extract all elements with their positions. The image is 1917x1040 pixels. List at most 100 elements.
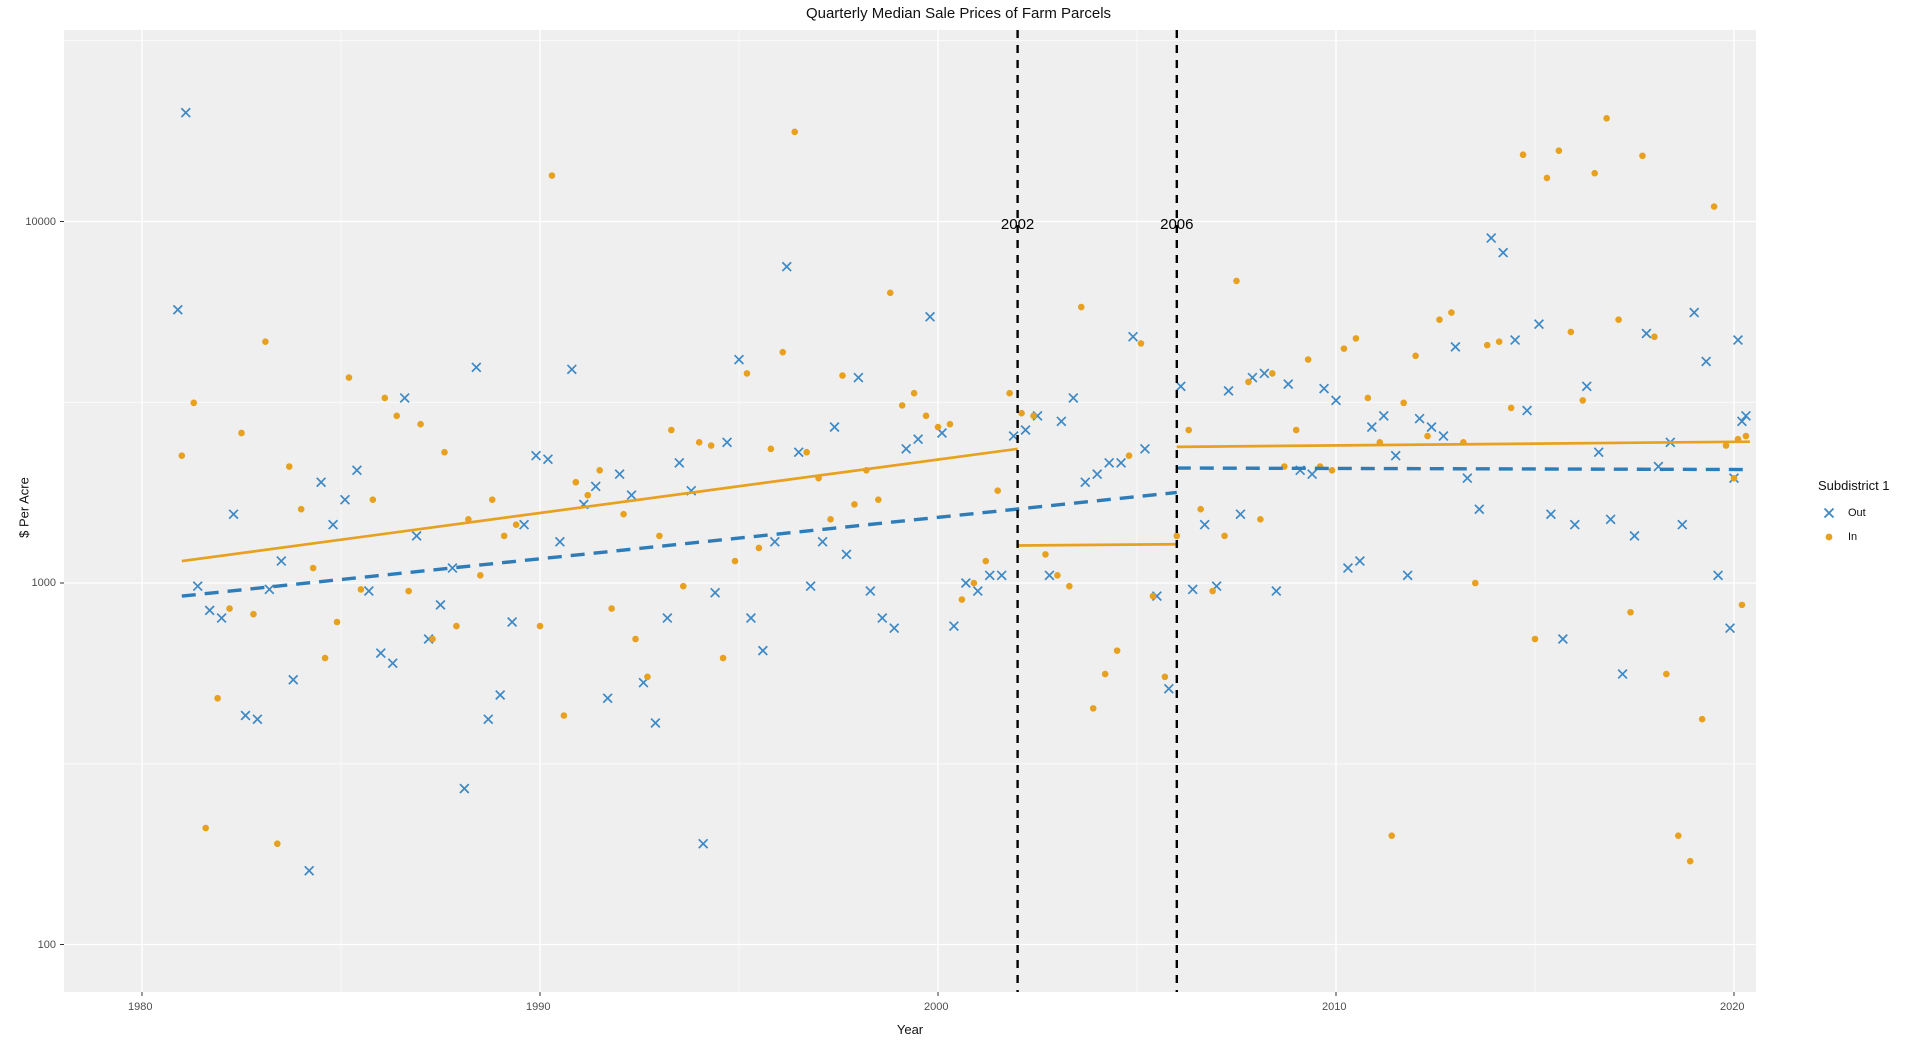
point-in[interactable]: [1495, 338, 1503, 346]
point-in[interactable]: [381, 394, 389, 402]
point-in[interactable]: [1627, 608, 1634, 616]
point-out[interactable]: [901, 443, 912, 454]
point-in[interactable]: [238, 429, 245, 437]
point-out[interactable]: [1510, 335, 1521, 346]
point-out[interactable]: [996, 570, 1007, 581]
point-out[interactable]: [1163, 683, 1174, 694]
point-in[interactable]: [1340, 345, 1348, 352]
point-in[interactable]: [1531, 635, 1539, 643]
point-in[interactable]: [1328, 467, 1336, 474]
point-in[interactable]: [1352, 335, 1360, 342]
point-out[interactable]: [1366, 422, 1377, 433]
point-out[interactable]: [733, 354, 745, 365]
point-out[interactable]: [1307, 469, 1318, 480]
point-in[interactable]: [477, 572, 484, 579]
point-in[interactable]: [1507, 404, 1515, 412]
point-out[interactable]: [1092, 469, 1103, 480]
point-out[interactable]: [1605, 514, 1616, 525]
point-in[interactable]: [679, 582, 687, 590]
point-in[interactable]: [1412, 352, 1419, 360]
point-in[interactable]: [226, 605, 233, 612]
point-in[interactable]: [1519, 151, 1527, 159]
point-in[interactable]: [922, 412, 930, 420]
point-out[interactable]: [650, 717, 661, 728]
point-out[interactable]: [192, 581, 203, 592]
point-in[interactable]: [285, 463, 293, 470]
point-out[interactable]: [1689, 307, 1700, 318]
point-in[interactable]: [262, 338, 269, 346]
point-in[interactable]: [1710, 203, 1718, 210]
point-in[interactable]: [178, 452, 186, 459]
point-out[interactable]: [602, 693, 613, 704]
point-in[interactable]: [1173, 532, 1181, 540]
point-in[interactable]: [839, 372, 846, 379]
point-out[interactable]: [240, 710, 251, 721]
point-in[interactable]: [560, 712, 568, 719]
point-out[interactable]: [1020, 424, 1031, 435]
point-in[interactable]: [584, 491, 592, 499]
point-in[interactable]: [548, 172, 556, 179]
point-out[interactable]: [722, 437, 733, 448]
point-out[interactable]: [757, 645, 768, 656]
point-out[interactable]: [435, 599, 446, 610]
point-out[interactable]: [328, 519, 339, 530]
point-in[interactable]: [1639, 152, 1646, 160]
point-in[interactable]: [345, 374, 353, 381]
point-out[interactable]: [1068, 392, 1079, 403]
point-in[interactable]: [512, 521, 520, 528]
point-in[interactable]: [202, 824, 209, 832]
point-in[interactable]: [1436, 316, 1443, 324]
point-out[interactable]: [1414, 413, 1425, 424]
point-out[interactable]: [590, 481, 601, 492]
point-out[interactable]: [1736, 416, 1747, 427]
point-out[interactable]: [1533, 319, 1544, 330]
point-out[interactable]: [1080, 477, 1091, 488]
point-in[interactable]: [1579, 397, 1587, 404]
point-in[interactable]: [536, 622, 544, 630]
point-out[interactable]: [1462, 473, 1473, 484]
point-out[interactable]: [276, 556, 287, 567]
point-in[interactable]: [441, 448, 448, 456]
point-out[interactable]: [829, 422, 840, 433]
point-in[interactable]: [1209, 587, 1216, 595]
point-out[interactable]: [204, 605, 215, 616]
point-out[interactable]: [984, 570, 995, 581]
point-in[interactable]: [1567, 328, 1575, 336]
point-in[interactable]: [632, 635, 639, 643]
point-out[interactable]: [375, 648, 386, 659]
point-in[interactable]: [1006, 389, 1013, 397]
point-in[interactable]: [755, 544, 763, 552]
point-in[interactable]: [1257, 516, 1264, 523]
point-in[interactable]: [827, 516, 834, 523]
point-out[interactable]: [1740, 410, 1751, 421]
point-in[interactable]: [1448, 309, 1455, 316]
point-out[interactable]: [877, 613, 888, 624]
point-out[interactable]: [172, 304, 183, 315]
point-in[interactable]: [731, 557, 739, 565]
point-in[interactable]: [453, 622, 460, 630]
point-out[interactable]: [554, 536, 565, 547]
point-in[interactable]: [297, 505, 305, 513]
point-in[interactable]: [1245, 378, 1252, 386]
point-out[interactable]: [817, 536, 828, 547]
point-out[interactable]: [180, 107, 191, 118]
point-out[interactable]: [1128, 331, 1139, 342]
point-out[interactable]: [1486, 233, 1497, 244]
point-in[interactable]: [1615, 316, 1622, 324]
point-in[interactable]: [946, 420, 954, 428]
point-in[interactable]: [898, 402, 906, 409]
point-in[interactable]: [1292, 426, 1300, 434]
point-in[interactable]: [1233, 277, 1240, 285]
point-in[interactable]: [321, 654, 329, 662]
point-out[interactable]: [841, 549, 852, 560]
point-in[interactable]: [803, 448, 810, 456]
point-out[interactable]: [1402, 570, 1413, 581]
point-in[interactable]: [886, 289, 894, 297]
point-in[interactable]: [668, 426, 675, 434]
point-out[interactable]: [1330, 395, 1342, 406]
point-in[interactable]: [1221, 532, 1228, 540]
point-in[interactable]: [1472, 579, 1479, 587]
point-out[interactable]: [363, 586, 374, 597]
point-in[interactable]: [572, 478, 580, 486]
point-in[interactable]: [1125, 452, 1133, 459]
